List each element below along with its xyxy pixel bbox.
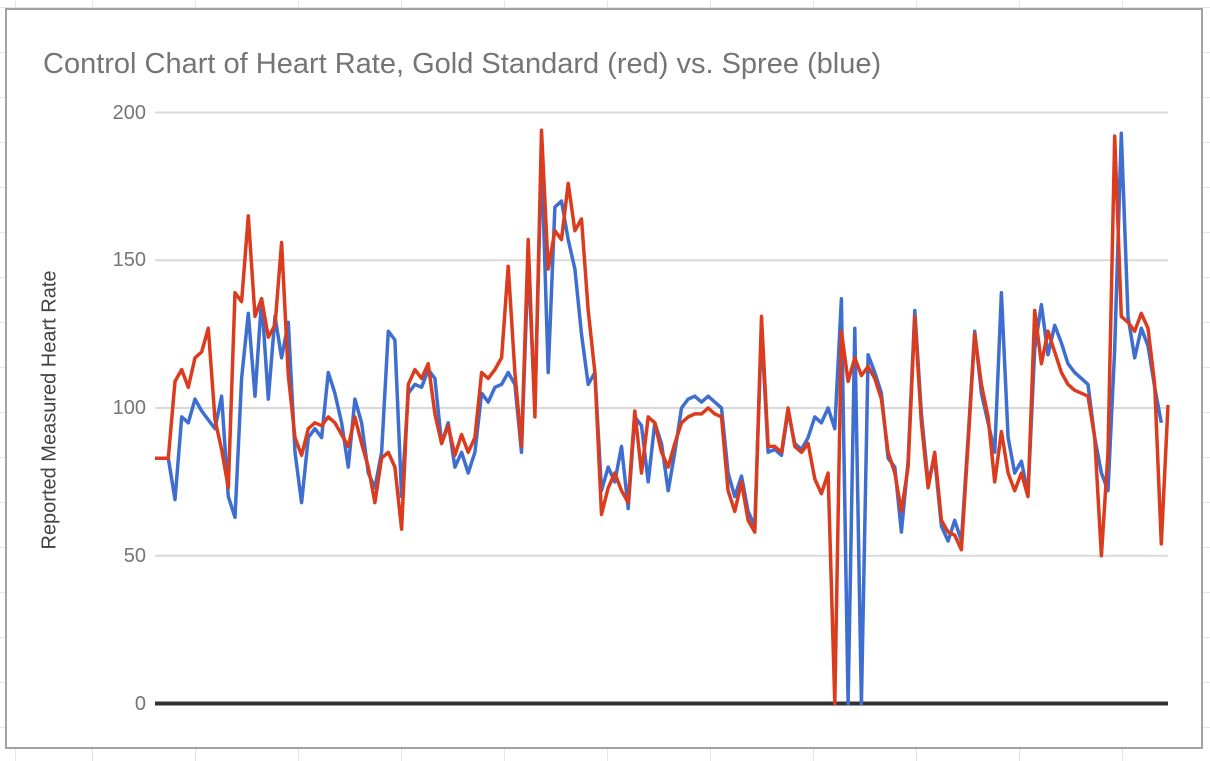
chart-title: Control Chart of Heart Rate, Gold Standa… — [43, 48, 882, 80]
ytick-0: 0 — [134, 692, 146, 715]
spree-line — [155, 131, 1164, 706]
gold-standard-line — [155, 128, 1170, 706]
chart-area: Control Chart of Heart Rate, Gold Standa… — [7, 10, 1201, 747]
ytick-150: 150 — [112, 249, 146, 272]
embedded-chart[interactable]: Control Chart of Heart Rate, Gold Standa… — [5, 8, 1203, 749]
ytick-50: 50 — [123, 544, 146, 567]
gridlines — [155, 111, 1168, 706]
plot-svg — [155, 111, 1170, 706]
ytick-200: 200 — [112, 101, 146, 124]
ytick-100: 100 — [112, 397, 146, 419]
